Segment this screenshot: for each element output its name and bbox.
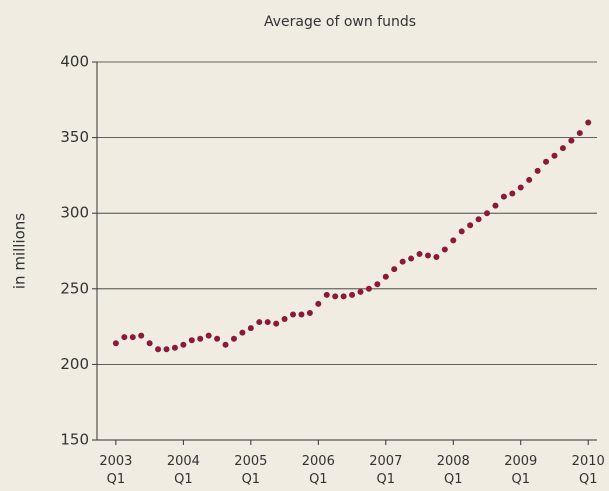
data-point: [171, 344, 178, 351]
data-point: [315, 300, 322, 307]
data-point: [290, 311, 297, 318]
data-point: [247, 325, 254, 332]
data-point: [146, 340, 153, 347]
y-tick-label: 300: [60, 204, 89, 222]
data-point: [188, 337, 195, 344]
data-point: [433, 254, 440, 261]
x-tick-label: 2009: [504, 454, 537, 469]
data-point: [264, 319, 271, 326]
data-point: [273, 320, 280, 327]
data-point: [585, 119, 592, 126]
chart-title: Average of own funds: [264, 14, 416, 30]
y-tick-label: 200: [60, 355, 89, 373]
data-point: [391, 266, 398, 273]
data-point: [121, 334, 128, 341]
x-tick-label: 2007: [369, 454, 402, 469]
data-point: [576, 130, 583, 137]
data-point: [441, 246, 448, 253]
y-tick-label: 350: [60, 128, 89, 146]
data-point: [526, 176, 533, 183]
y-tick-label: 150: [60, 431, 89, 449]
data-point: [543, 158, 550, 165]
x-tick-label: 2004: [167, 454, 200, 469]
data-point: [357, 288, 364, 295]
y-tick-label: 400: [60, 53, 89, 71]
data-point: [332, 293, 339, 300]
x-tick-sublabel: Q1: [309, 472, 328, 487]
data-point: [467, 222, 474, 229]
y-axis-label: in millions: [11, 213, 29, 289]
data-point: [298, 311, 305, 318]
data-point: [484, 210, 491, 217]
y-tick-label: 250: [60, 279, 89, 297]
data-point: [534, 167, 541, 174]
x-tick-sublabel: Q1: [174, 472, 193, 487]
data-point: [509, 190, 516, 197]
data-point: [180, 341, 187, 348]
data-point: [408, 255, 415, 262]
data-point: [138, 332, 145, 339]
data-point: [112, 340, 119, 347]
x-tick-sublabel: Q1: [444, 472, 463, 487]
data-point: [349, 291, 356, 298]
data-point: [492, 202, 499, 209]
data-point: [517, 184, 524, 191]
data-point: [239, 329, 246, 336]
data-point: [424, 252, 431, 259]
data-point: [374, 281, 381, 288]
data-point: [416, 251, 423, 258]
data-point: [559, 145, 566, 152]
x-tick-label: 2006: [302, 454, 335, 469]
data-point: [129, 334, 136, 341]
data-point: [256, 319, 263, 326]
x-tick-sublabel: Q1: [511, 472, 530, 487]
x-tick-sublabel: Q1: [377, 472, 396, 487]
x-tick-label: 2010: [572, 454, 605, 469]
data-point: [306, 309, 313, 316]
x-tick-sublabel: Q1: [242, 472, 261, 487]
data-point: [475, 216, 482, 223]
data-point: [365, 285, 372, 292]
data-point: [450, 237, 457, 244]
x-tick-label: 2003: [99, 454, 132, 469]
data-point: [155, 346, 162, 353]
data-point: [500, 193, 507, 200]
data-point: [281, 316, 288, 323]
x-tick-sublabel: Q1: [107, 472, 126, 487]
data-point: [205, 332, 212, 339]
data-point: [551, 152, 558, 159]
data-point: [340, 293, 347, 300]
data-point: [214, 335, 221, 342]
x-tick-label: 2005: [234, 454, 267, 469]
data-point: [222, 341, 229, 348]
data-point: [568, 137, 575, 144]
data-point: [230, 335, 237, 342]
data-point: [458, 228, 465, 235]
data-point: [399, 258, 406, 265]
x-tick-sublabel: Q1: [579, 472, 598, 487]
data-point: [323, 291, 330, 298]
x-tick-label: 2008: [437, 454, 470, 469]
data-point: [382, 273, 389, 280]
data-point: [197, 335, 204, 342]
data-point: [163, 346, 170, 353]
